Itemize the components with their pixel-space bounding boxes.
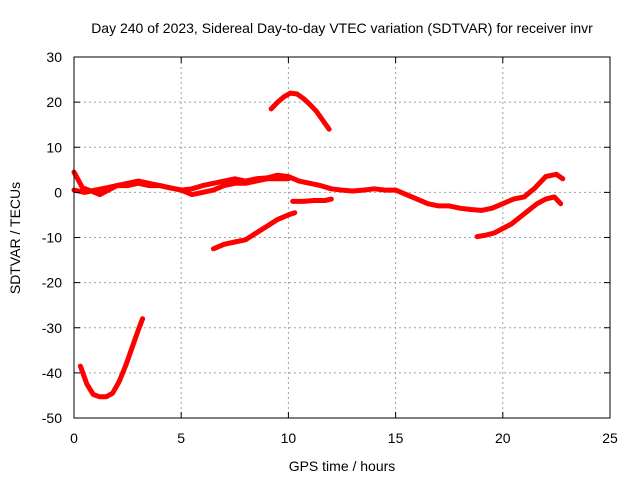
x-tick-label: 5 bbox=[177, 430, 185, 446]
y-tick-label: 10 bbox=[46, 139, 62, 155]
y-axis-label: SDTVAR / TECUs bbox=[7, 182, 23, 294]
x-tick-label: 15 bbox=[388, 430, 404, 446]
series-arc-7 bbox=[474, 194, 564, 240]
y-tick-label: -40 bbox=[42, 365, 62, 381]
x-tick-label: 25 bbox=[602, 430, 618, 446]
series-arc-3 bbox=[71, 176, 291, 198]
series-layer bbox=[71, 90, 566, 400]
chart-title: Day 240 of 2023, Sidereal Day-to-day VTE… bbox=[91, 20, 593, 36]
y-tick-label: 20 bbox=[46, 94, 62, 110]
series-arc-2 bbox=[71, 169, 566, 213]
x-tick-label: 20 bbox=[495, 430, 511, 446]
y-tick-label: 30 bbox=[46, 49, 62, 65]
y-tick-label: -10 bbox=[42, 230, 62, 246]
grid-layer bbox=[74, 57, 610, 418]
tick-layer: 0 5 10 15 20 25 -50 -40 -30 -20 -10 0 10 20 30 bbox=[42, 49, 618, 446]
series-arc-1 bbox=[77, 316, 146, 400]
series-arc-6 bbox=[290, 196, 334, 204]
series-arc-4 bbox=[268, 90, 332, 132]
y-tick-label: -50 bbox=[42, 410, 62, 426]
x-tick-label: 10 bbox=[281, 430, 297, 446]
y-tick-label: 0 bbox=[54, 184, 62, 200]
x-tick-label: 0 bbox=[70, 430, 78, 446]
y-tick-label: -20 bbox=[42, 275, 62, 291]
series-arc-5 bbox=[210, 210, 298, 252]
y-tick-label: -30 bbox=[42, 320, 62, 336]
x-axis-label: GPS time / hours bbox=[289, 458, 396, 474]
